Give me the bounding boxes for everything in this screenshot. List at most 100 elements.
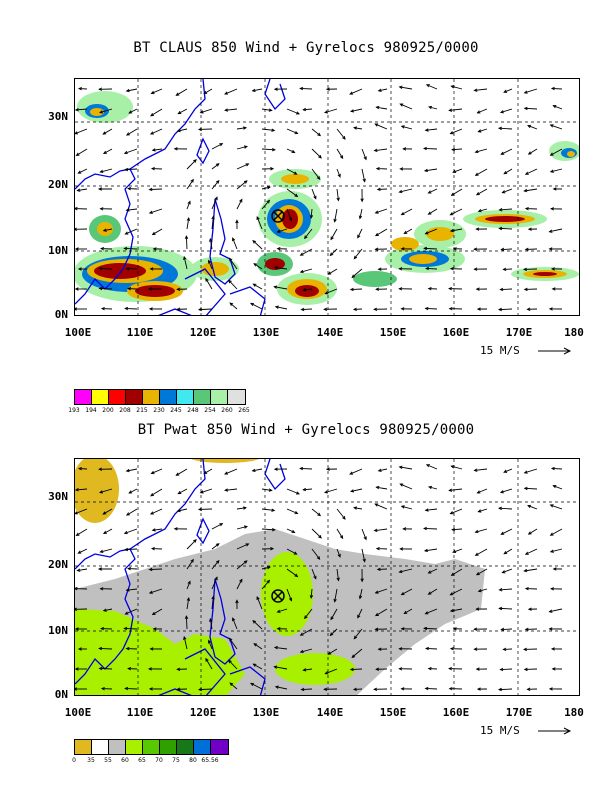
wind-vector bbox=[209, 238, 213, 250]
wind-vector-head bbox=[552, 187, 557, 191]
wind-vector-head bbox=[449, 228, 454, 233]
wind-vector-head bbox=[527, 607, 532, 611]
wind-vector bbox=[334, 208, 338, 222]
wind-vector-head bbox=[473, 647, 478, 651]
wind-vector bbox=[311, 168, 320, 180]
map1-colorbar-label: 193 bbox=[68, 407, 80, 414]
wind-vector-head bbox=[552, 104, 557, 109]
wind-vector bbox=[286, 168, 297, 175]
wind-vector bbox=[311, 128, 321, 136]
map2-colorbar-label: 60 bbox=[121, 757, 129, 764]
wind-vector-head bbox=[288, 217, 293, 222]
wind-vector-head bbox=[75, 607, 78, 611]
map1-wind-vectors bbox=[75, 84, 563, 312]
map1-colorbar-swatch bbox=[177, 390, 194, 404]
wind-vector bbox=[350, 488, 363, 492]
wind-vector-head bbox=[376, 187, 381, 192]
wind-vector bbox=[374, 528, 388, 532]
wind-vector-head bbox=[270, 167, 275, 171]
wind-vector bbox=[236, 507, 247, 510]
wind-vector-head bbox=[399, 103, 404, 107]
wind-vector-head bbox=[173, 147, 178, 151]
wind-vector bbox=[524, 88, 538, 94]
wind-vector-head bbox=[125, 646, 130, 651]
wind-vector bbox=[503, 88, 513, 93]
wind-vector bbox=[399, 466, 413, 470]
wind-vector-head bbox=[552, 484, 557, 489]
wind-vector bbox=[100, 168, 113, 173]
wind-vector bbox=[236, 526, 248, 530]
wind-vector bbox=[500, 108, 513, 113]
wind-vector-head bbox=[299, 466, 304, 471]
wind-vector-head bbox=[498, 506, 502, 511]
wind-vector bbox=[527, 505, 538, 510]
wind-vector-head bbox=[228, 659, 232, 664]
wind-vector-head bbox=[98, 266, 103, 271]
wind-vector-head bbox=[215, 543, 220, 547]
wind-vector-head bbox=[349, 471, 354, 475]
wind-vector-head bbox=[549, 152, 554, 156]
wind-vector bbox=[125, 168, 138, 171]
wind-vector bbox=[350, 108, 363, 112]
wind-vector bbox=[336, 548, 341, 558]
wind-vector-head bbox=[423, 626, 428, 631]
map2-colorbar-label: 70 bbox=[155, 757, 163, 764]
wind-vector bbox=[499, 507, 513, 510]
map1-colorbar-swatch bbox=[228, 390, 245, 404]
wind-vector-head bbox=[474, 149, 479, 154]
map1-gyre-marker bbox=[271, 209, 285, 223]
wind-vector-head bbox=[503, 469, 508, 473]
wind-vector-head bbox=[374, 247, 379, 251]
wind-vector-head bbox=[549, 169, 554, 173]
wind-vector bbox=[186, 597, 190, 610]
map1-colorbar-swatch bbox=[143, 390, 160, 404]
wind-vector-head bbox=[349, 489, 355, 493]
wind-vector-head bbox=[75, 586, 78, 591]
map1-panel bbox=[74, 78, 580, 316]
wind-vector-head bbox=[252, 283, 257, 287]
map1-lon-180: 180 bbox=[564, 326, 584, 339]
wind-vector bbox=[375, 588, 388, 594]
wind-vector-head bbox=[293, 171, 298, 175]
wind-vector-head bbox=[449, 212, 454, 216]
wind-vector bbox=[428, 106, 438, 110]
wind-vector bbox=[261, 528, 275, 531]
wind-vector-head bbox=[125, 266, 130, 271]
wind-vector bbox=[149, 568, 163, 571]
wind-vector bbox=[475, 168, 488, 176]
wind-vector bbox=[336, 148, 344, 159]
wind-vector bbox=[225, 488, 238, 491]
wind-vector bbox=[425, 128, 438, 131]
wind-vector-head bbox=[357, 614, 361, 619]
wind-vector-head bbox=[323, 307, 328, 311]
wind-vector-head bbox=[473, 88, 478, 92]
wind-vector bbox=[374, 148, 388, 152]
wind-vector-head bbox=[497, 687, 502, 692]
wind-vector-head bbox=[100, 626, 105, 631]
wind-vector-head bbox=[374, 612, 379, 617]
wind-vector bbox=[478, 588, 488, 592]
wind-vector-head bbox=[449, 647, 454, 651]
map2-colorbar-swatch bbox=[211, 740, 228, 754]
wind-vector-head bbox=[403, 610, 408, 615]
wind-vector bbox=[150, 508, 163, 515]
wind-vector-head bbox=[425, 464, 430, 468]
wind-vector-head bbox=[176, 508, 181, 513]
wind-vector-head bbox=[98, 87, 103, 91]
wind-vector bbox=[185, 236, 188, 250]
wind-vector-head bbox=[184, 235, 189, 240]
wind-vector bbox=[478, 128, 488, 133]
wind-vector-head bbox=[251, 468, 256, 473]
wind-vector-head bbox=[352, 687, 357, 691]
wind-vector-head bbox=[184, 615, 189, 620]
wind-vector-head bbox=[124, 306, 129, 311]
wind-vector bbox=[225, 108, 238, 111]
wind-vector bbox=[261, 108, 272, 111]
wind-vector-head bbox=[549, 549, 554, 553]
wind-vector-head bbox=[398, 287, 403, 291]
wind-vector-head bbox=[253, 643, 258, 647]
wind-vector-head bbox=[448, 108, 453, 112]
wind-vector bbox=[286, 588, 292, 601]
wind-vector-head bbox=[75, 152, 80, 156]
wind-vector-head bbox=[474, 529, 479, 534]
